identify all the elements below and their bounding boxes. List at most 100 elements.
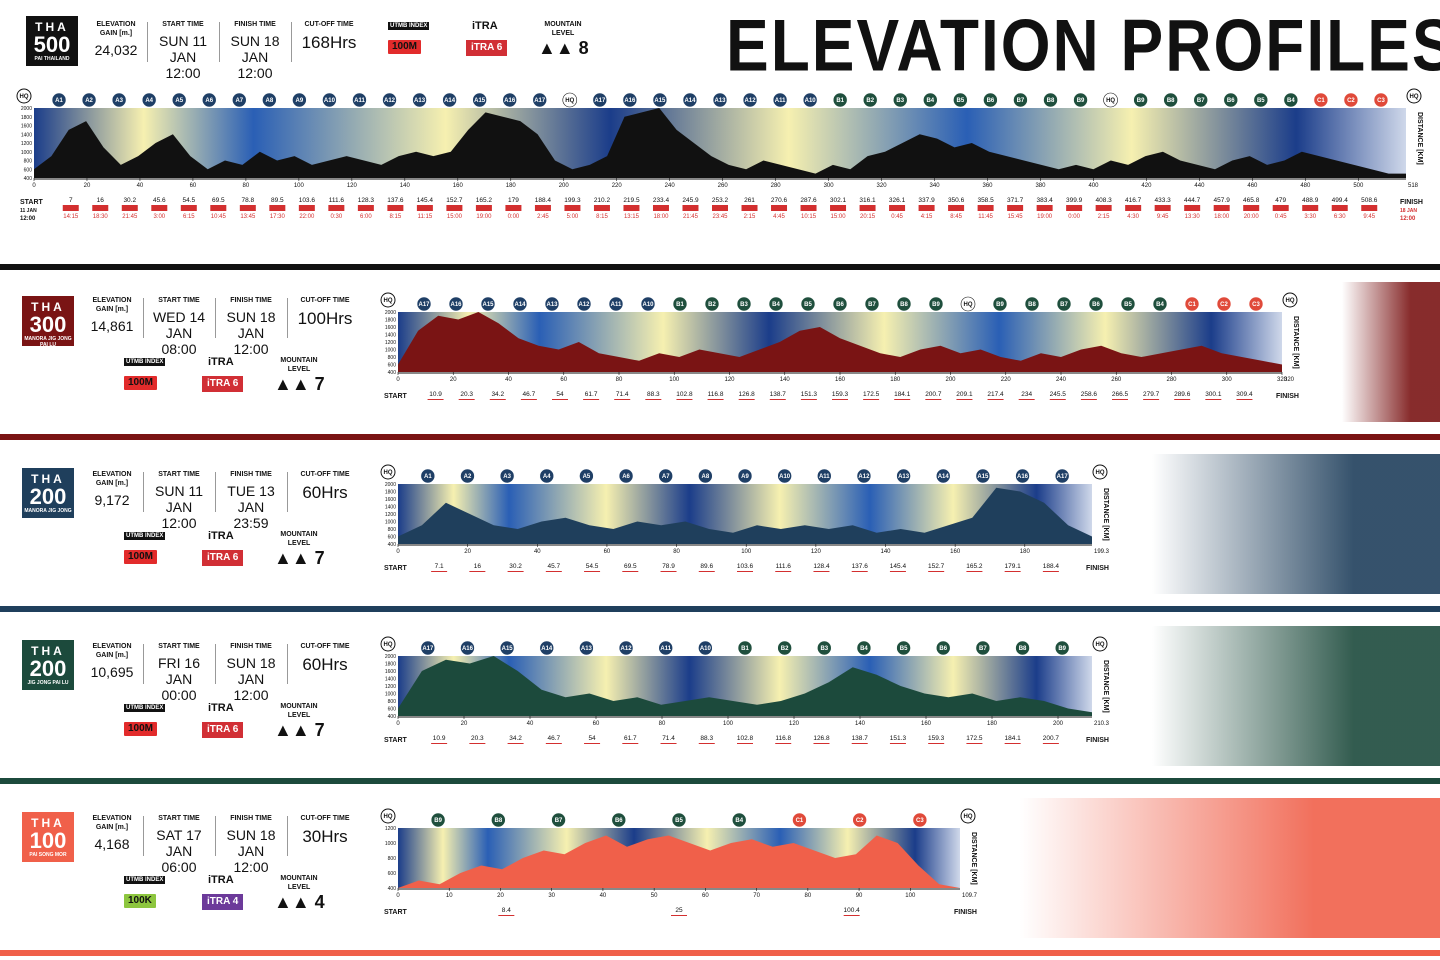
start-time: START TIME SUN 11 JAN 12:00 — [146, 470, 212, 531]
badge-subtitle: PAI SONG MOR — [29, 852, 67, 858]
x-tick-label: 200 — [945, 377, 956, 383]
column-divider — [219, 22, 220, 62]
checkpoint-date-tag — [507, 743, 524, 744]
cutoff-time: CUT-OFF TIME 60Hrs — [290, 470, 360, 503]
elevation-gain-label: ELEVATION — [92, 643, 132, 650]
y-tick-label: 600 — [388, 535, 397, 541]
checkpoint-date-tag — [505, 205, 522, 211]
checkpoint-km: 159.3 — [928, 735, 945, 742]
checkpoint-date-tag — [660, 571, 677, 572]
y-tick-label: 1600 — [385, 325, 396, 331]
checkpoint-km: 488.9 — [1302, 197, 1319, 204]
x-tick-label: 70 — [753, 893, 760, 899]
checkpoint-marker — [658, 468, 674, 484]
column-divider — [215, 298, 216, 338]
x-tick-label: 80 — [805, 893, 812, 899]
checkpoint-time: 3:00 — [153, 214, 165, 220]
checkpoint-marker — [622, 92, 638, 108]
finish-time: FINISH TIME SUN 18 JAN 12:00 — [218, 814, 284, 875]
x-tick-label: 100 — [669, 377, 680, 383]
checkpoint-date-tag — [427, 399, 444, 400]
checkpoint-km: 116.8 — [708, 391, 724, 398]
checkpoint-marker — [737, 468, 753, 484]
checkpoint-marker — [111, 92, 127, 108]
checkpoint-marker — [460, 640, 475, 656]
checkpoint-label: A17 — [594, 98, 606, 104]
mountain-label: MOUNTAIN — [280, 703, 318, 710]
checkpoint-date-tag — [62, 205, 79, 211]
race-section-4: THA 100 PAI SONG MOR ELEVATION GAIN [m.] 4,16… — [0, 788, 1440, 956]
start-time-value: FRI 16 JAN — [157, 655, 200, 687]
checkpoint-date-tag — [239, 205, 256, 211]
checkpoint-label: B7 — [555, 818, 563, 824]
checkpoint-label: B8 — [1047, 98, 1055, 104]
finish-time-value: SUN 18 JAN — [226, 827, 276, 859]
checkpoint-marker — [539, 468, 555, 484]
checkpoint-marker — [856, 640, 872, 656]
checkpoint-marker — [992, 296, 1008, 312]
x-tick-label: 60 — [190, 183, 197, 189]
x-tick-label: 320 — [877, 183, 888, 189]
checkpoint-time: 19:00 — [1037, 214, 1053, 220]
level-label: LEVEL — [551, 30, 575, 37]
checkpoint-date-tag — [269, 205, 286, 211]
x-tick-label: 220 — [1001, 377, 1012, 383]
checkpoint-date-tag — [328, 205, 345, 211]
checkpoint-marker — [896, 296, 912, 312]
checkpoint-label: A15 — [654, 98, 666, 104]
checkpoint-date-tag — [1143, 399, 1160, 400]
checkpoint-label: A11 — [775, 98, 786, 104]
checkpoint-marker — [862, 92, 878, 108]
checkpoint-label: A14 — [938, 474, 950, 480]
checkpoint-km: 88.3 — [700, 735, 713, 742]
checkpoint-km: 261 — [744, 197, 755, 204]
checkpoint-label: A15 — [482, 302, 494, 308]
checkpoint-time: 22:00 — [299, 214, 315, 220]
checkpoint-km: 326.1 — [889, 197, 906, 204]
x-tick-label: 80 — [659, 721, 666, 727]
y-tick-label: 1400 — [385, 333, 396, 339]
utmb-index-logo: UTMB INDEX — [388, 22, 430, 30]
checkpoint-km: 165.2 — [476, 197, 493, 204]
utmb-index-logo: UTMB INDEX — [124, 532, 166, 540]
mountain-level-label: MOUNTAIN LEVEL — [274, 702, 324, 720]
checkpoint-label: A12 — [384, 98, 396, 104]
x-tick-label: 140 — [400, 183, 411, 189]
badge-code: THA — [31, 644, 65, 658]
checkpoint-marker — [892, 92, 908, 108]
checkpoint-label: A13 — [714, 98, 726, 104]
checkpoint-date-tag — [446, 205, 463, 211]
checkpoint-label: HQ — [1106, 98, 1115, 104]
start-time: START TIME WED 14 JAN 08:00 — [146, 296, 212, 357]
checkpoint-label: A12 — [858, 474, 870, 480]
checkpoint-date-tag — [469, 571, 486, 572]
y-tick-label: 1200 — [385, 340, 396, 346]
checkpoint-label: A17 — [534, 98, 546, 104]
checkpoint-time: 9:45 — [1363, 214, 1375, 220]
x-tick-label: 480 — [1300, 183, 1311, 189]
elevation-gain: ELEVATION GAIN [m.] 4,168 — [84, 814, 140, 852]
x-tick-label: 100 — [723, 721, 734, 727]
checkpoint-date-tag — [584, 571, 601, 572]
checkpoint-marker — [1313, 92, 1329, 108]
checkpoint-km: 245.9 — [682, 197, 699, 204]
distance-axis-label: DISTANCE [KM] — [1102, 660, 1109, 713]
checkpoint-marker — [1283, 92, 1299, 108]
checkpoint-date-tag — [498, 915, 515, 916]
elevation-profile-area — [398, 487, 1092, 544]
x-tick-label: 40 — [534, 549, 541, 555]
checkpoint-time: 11:45 — [978, 214, 993, 220]
checkpoint-marker — [1184, 296, 1200, 312]
cutoff-time-label: CUT-OFF TIME — [300, 643, 350, 650]
x-tick-label: 200 — [1053, 721, 1064, 727]
checkpoint-km: 100.4 — [844, 907, 861, 914]
checkpoint-km: 300.1 — [1205, 391, 1222, 398]
checkpoint-km: 172.5 — [863, 391, 880, 398]
utmb-index-logo: UTMB INDEX — [124, 358, 166, 366]
x-tick-label: 180 — [506, 183, 517, 189]
decorative-panel — [1152, 454, 1440, 594]
checkpoint-label: C1 — [796, 818, 804, 824]
x-tick-label: 240 — [1056, 377, 1067, 383]
